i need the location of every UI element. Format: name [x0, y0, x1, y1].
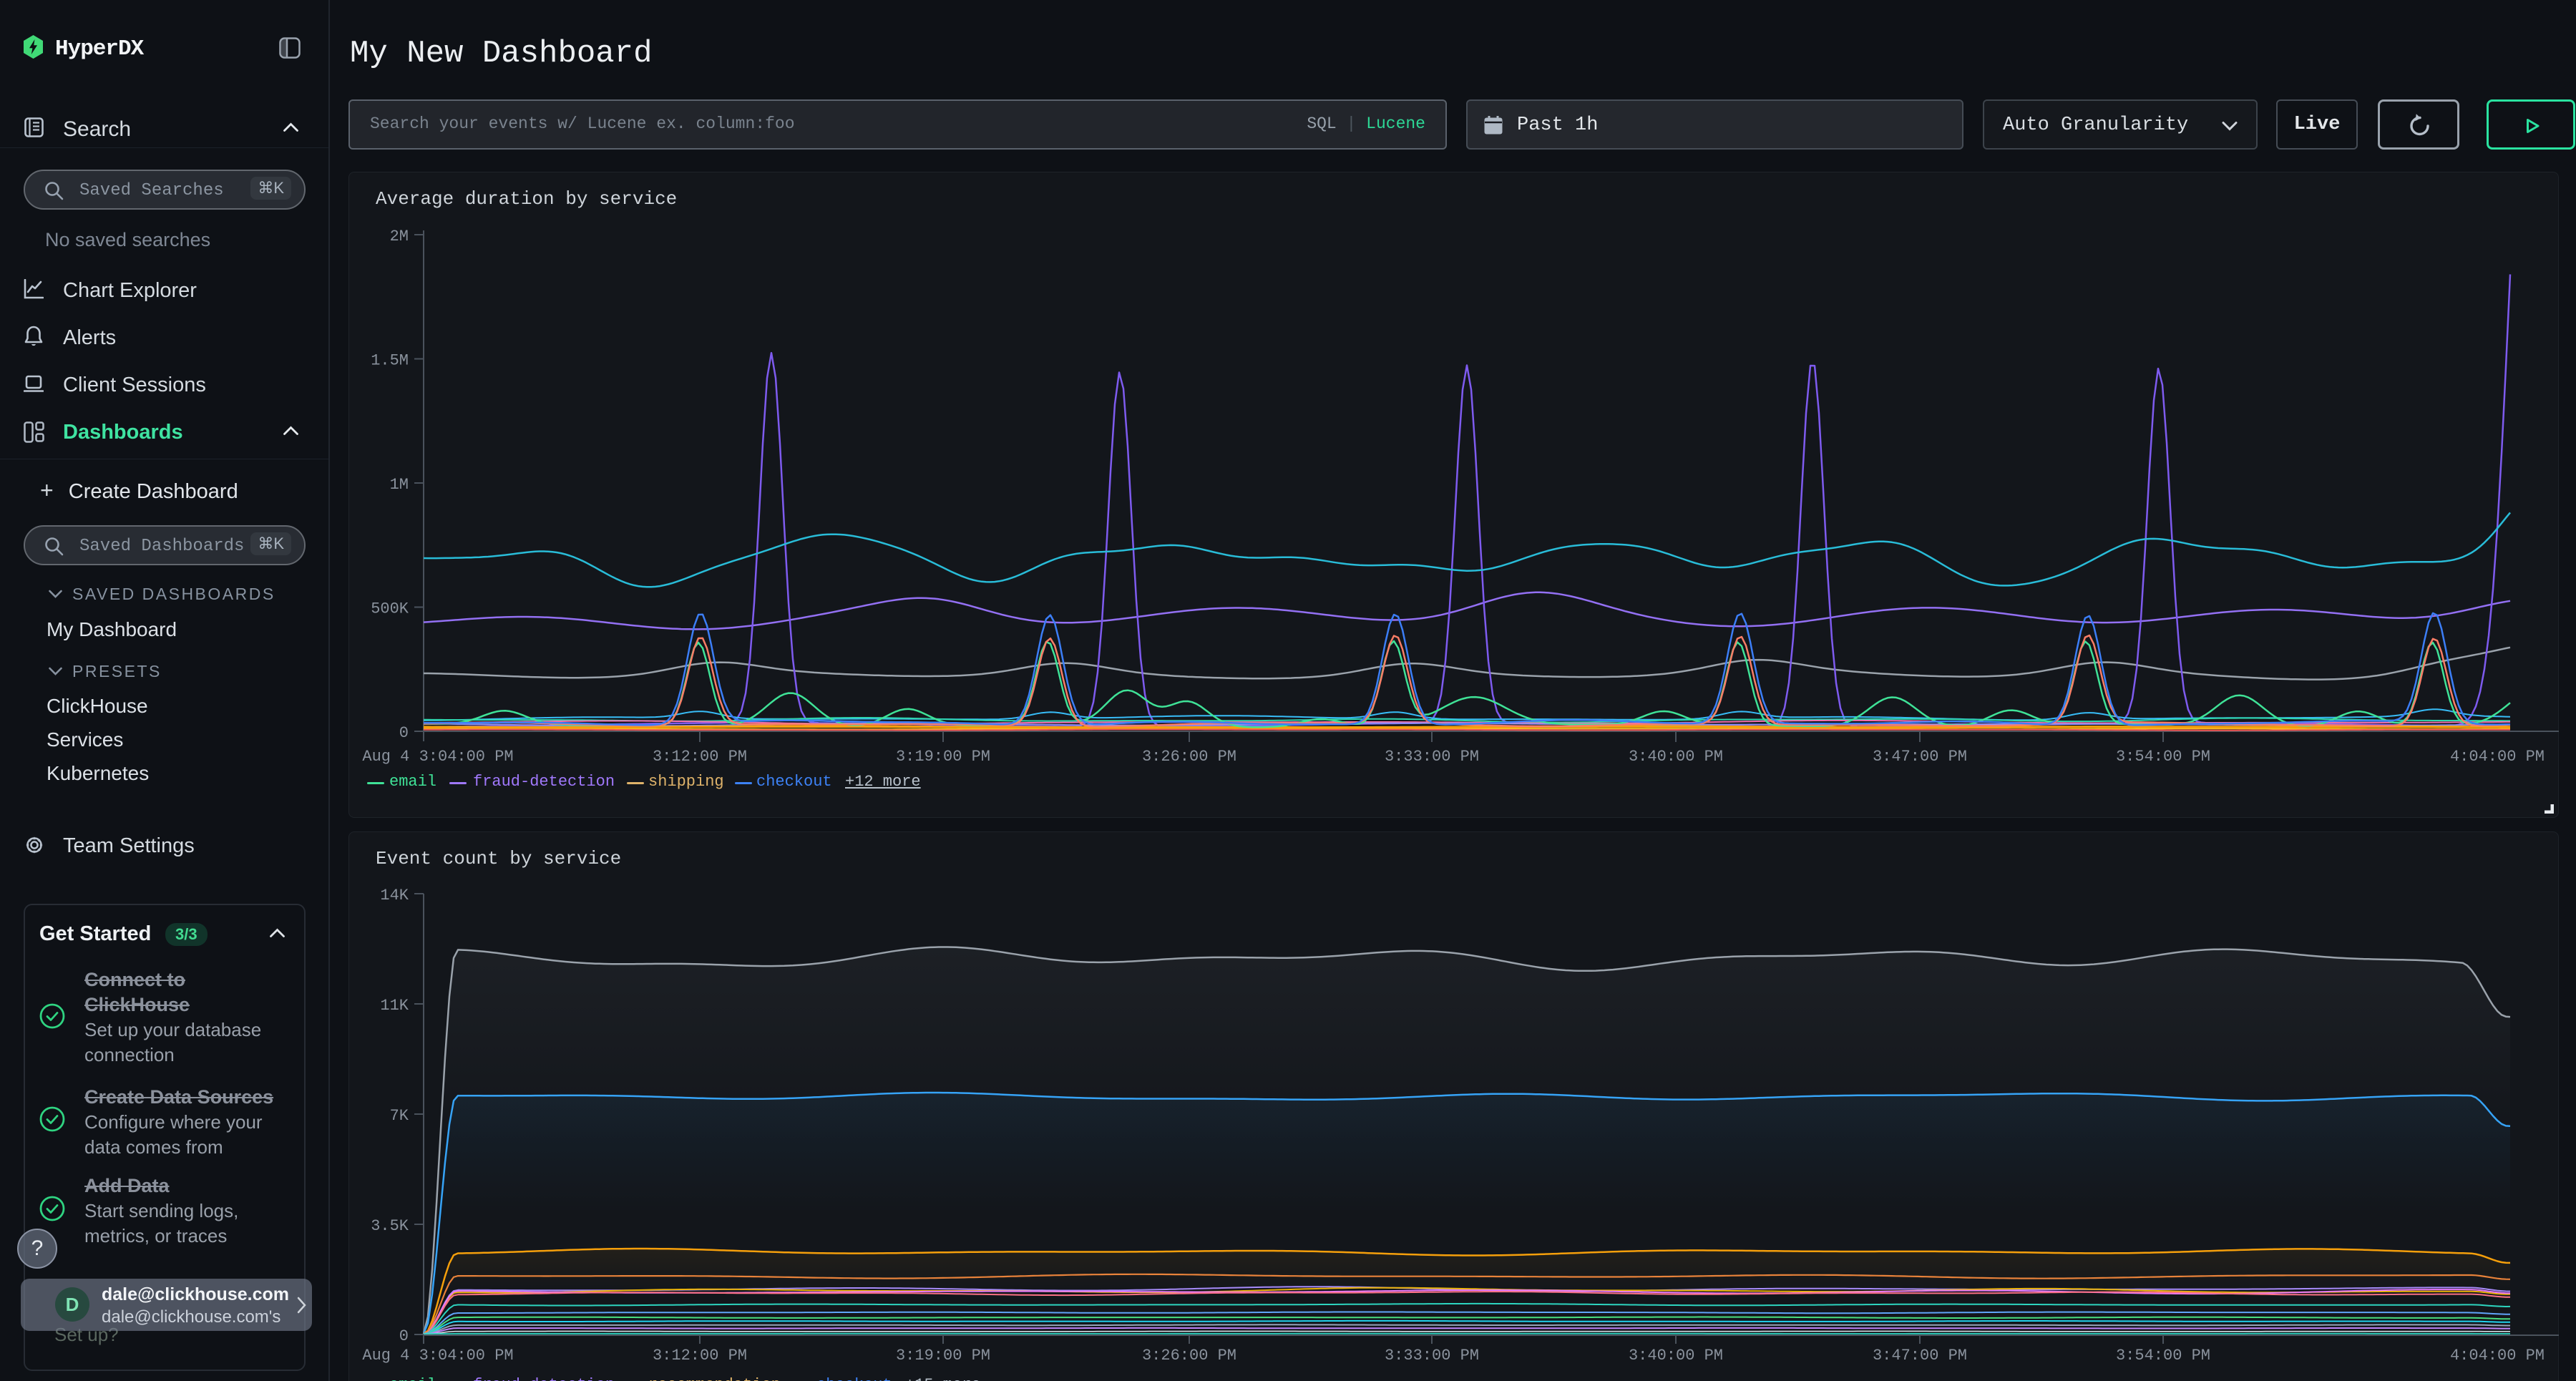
- svg-text:3:19:00 PM: 3:19:00 PM: [896, 748, 990, 766]
- svg-text:3:47:00 PM: 3:47:00 PM: [1873, 1347, 1967, 1365]
- svg-text:3:40:00 PM: 3:40:00 PM: [1629, 1347, 1723, 1365]
- svg-text:3:12:00 PM: 3:12:00 PM: [653, 748, 747, 766]
- svg-text:Aug 4 3:04:00 PM: Aug 4 3:04:00 PM: [362, 748, 513, 766]
- svg-text:Aug 4 3:04:00 PM: Aug 4 3:04:00 PM: [362, 1347, 513, 1365]
- svg-text:3:33:00 PM: 3:33:00 PM: [1385, 748, 1479, 766]
- svg-text:3:40:00 PM: 3:40:00 PM: [1629, 748, 1723, 766]
- svg-text:500K: 500K: [371, 600, 409, 618]
- svg-text:3:19:00 PM: 3:19:00 PM: [896, 1347, 990, 1365]
- svg-text:3:26:00 PM: 3:26:00 PM: [1142, 1347, 1236, 1365]
- svg-text:14K: 14K: [380, 887, 409, 904]
- svg-text:2M: 2M: [390, 228, 409, 245]
- svg-text:3:33:00 PM: 3:33:00 PM: [1385, 1347, 1479, 1365]
- svg-text:7K: 7K: [390, 1107, 409, 1125]
- svg-text:3:54:00 PM: 3:54:00 PM: [2116, 1347, 2210, 1365]
- svg-text:1.5M: 1.5M: [371, 352, 409, 370]
- svg-text:0: 0: [399, 724, 409, 742]
- svg-text:4:04:00 PM: 4:04:00 PM: [2450, 1347, 2545, 1365]
- svg-text:1M: 1M: [390, 476, 409, 494]
- svg-text:0: 0: [399, 1327, 409, 1345]
- svg-text:11K: 11K: [380, 997, 409, 1015]
- svg-text:3.5K: 3.5K: [371, 1217, 409, 1235]
- svg-text:3:26:00 PM: 3:26:00 PM: [1142, 748, 1236, 766]
- svg-text:3:47:00 PM: 3:47:00 PM: [1873, 748, 1967, 766]
- svg-text:3:12:00 PM: 3:12:00 PM: [653, 1347, 747, 1365]
- svg-text:3:54:00 PM: 3:54:00 PM: [2116, 748, 2210, 766]
- svg-text:4:04:00 PM: 4:04:00 PM: [2450, 748, 2545, 766]
